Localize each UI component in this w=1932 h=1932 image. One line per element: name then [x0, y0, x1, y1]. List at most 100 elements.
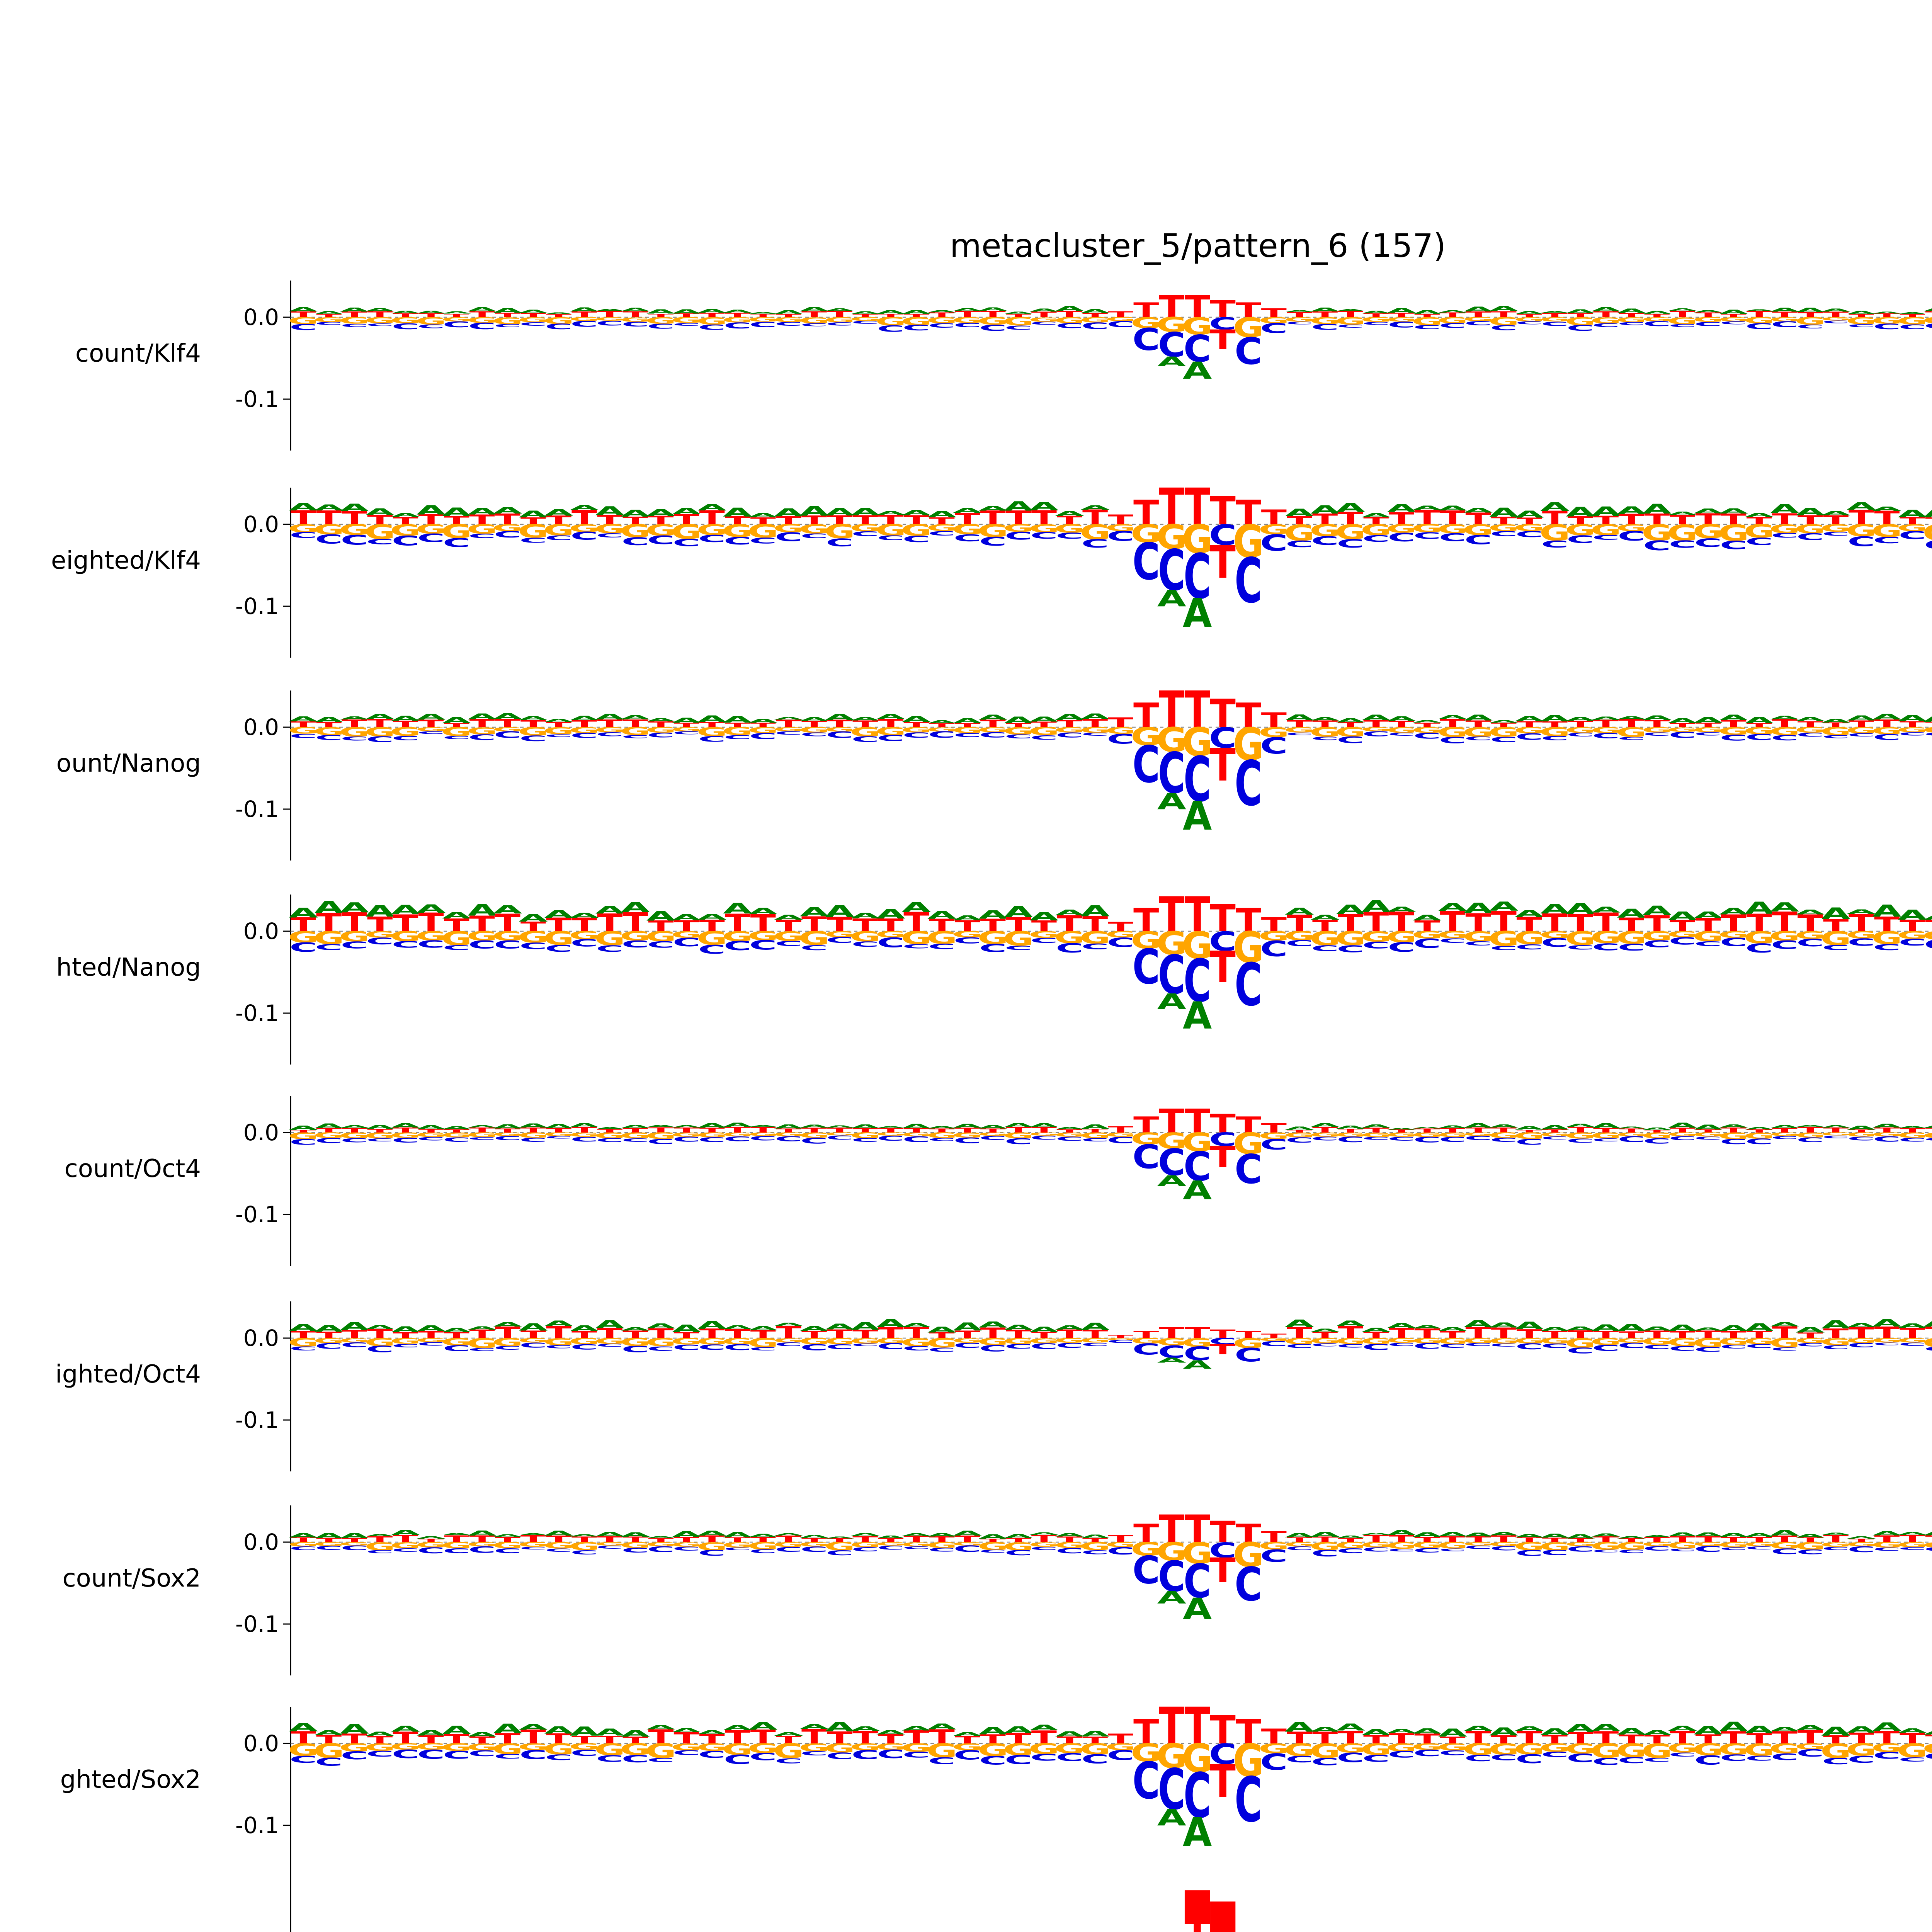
logo-letter-G: G: [850, 522, 881, 534]
logo-letter-A: A: [1055, 908, 1084, 917]
logo-letter-A: A: [799, 716, 829, 723]
logo-letter-C: C: [1133, 736, 1160, 794]
logo-letter-A: A: [570, 912, 599, 919]
logo-letter-C: C: [673, 1136, 700, 1143]
logo-letter-C: C: [1847, 1754, 1875, 1765]
logo-letter-C: C: [1899, 731, 1926, 736]
logo-letter-C: C: [1260, 733, 1287, 759]
logo-letter-C: C: [519, 1748, 547, 1762]
logo-letter-G: G: [1310, 521, 1340, 540]
logo-letter-T: T: [444, 722, 469, 729]
logo-letter-T: T: [750, 721, 776, 729]
logo-letter-A: A: [417, 1124, 446, 1130]
panel-label: count/Sox2: [62, 1564, 201, 1593]
logo-letter-C: C: [289, 940, 317, 955]
logo-letter-A: A: [570, 306, 599, 313]
logo-letter-G: G: [416, 726, 447, 732]
logo-letter-A: A: [1336, 1722, 1365, 1733]
logo-letter-T: T: [648, 514, 673, 527]
logo-letter-A: A: [391, 714, 420, 722]
logo-letter-C: C: [1413, 731, 1441, 740]
logo-letter-A: A: [1745, 1127, 1774, 1130]
logo-letter-A: A: [1617, 906, 1646, 921]
logo-letter-A: A: [1081, 1729, 1110, 1738]
logo-letter-C: C: [1694, 1753, 1722, 1767]
logo-letter-T: T: [801, 310, 827, 319]
logo-letter-A: A: [1872, 1317, 1901, 1329]
logo-letter-A: A: [493, 1721, 522, 1736]
logo-letter-C: C: [545, 534, 572, 542]
logo-letter-T: T: [1389, 312, 1415, 319]
logo-letter-A: A: [621, 307, 650, 312]
logo-letter-C: C: [468, 1545, 496, 1555]
logo-letter-A: A: [876, 1535, 906, 1539]
logo-letter-A: A: [1694, 1327, 1723, 1332]
logo-letter-C: C: [647, 322, 675, 330]
logo-letter-G: G: [645, 315, 676, 326]
logo-letter-A: A: [1464, 1122, 1493, 1129]
logo-letter-T: T: [418, 512, 444, 528]
logo-letter-T: T: [776, 313, 801, 318]
logo-letter-G: G: [620, 521, 651, 542]
logo-letter-C: C: [1464, 940, 1492, 947]
logo-letter-A: A: [1515, 715, 1544, 723]
logo-letter-A: A: [468, 1125, 497, 1128]
logo-letter-A: A: [1745, 1724, 1774, 1736]
logo-letter-A: A: [1438, 1326, 1468, 1332]
logo-letter-C: C: [1796, 937, 1824, 949]
logo-letter-A: A: [1668, 1323, 1697, 1333]
logo-letter-A: A: [1694, 910, 1723, 920]
logo-letter-C: C: [1005, 1137, 1032, 1146]
logo-letter-A: A: [1540, 500, 1570, 514]
logo-letter-C: C: [826, 1751, 854, 1761]
logo-letter-C: C: [903, 1345, 930, 1352]
logo-letter-A: A: [289, 501, 318, 513]
logo-letter-G: G: [1718, 520, 1749, 546]
y-tick-label: 0.0: [243, 918, 279, 944]
logo-letter-A: A: [1898, 311, 1927, 315]
logo-letter-G: G: [645, 726, 676, 735]
logo-letter-A: A: [519, 1532, 548, 1536]
logo-letter-G: G: [339, 522, 370, 538]
logo-letter-C: C: [1235, 545, 1262, 617]
logo-letter-C: C: [1260, 1546, 1287, 1566]
logo-letter-C: C: [443, 944, 470, 952]
logo-letter-A: A: [953, 914, 982, 922]
logo-letter-C: C: [417, 731, 445, 735]
logo-letter-C: C: [1694, 731, 1722, 736]
logo-letter-A: A: [1157, 585, 1186, 611]
logo-letter-A: A: [799, 1325, 828, 1333]
logo-letter-G: G: [1080, 520, 1111, 544]
logo-letter-C: C: [1260, 1340, 1287, 1347]
logo-letter-A: A: [697, 1122, 726, 1129]
logo-letter-A: A: [1413, 913, 1442, 922]
logo-letter-A: A: [493, 903, 522, 916]
logo-letter-C: C: [1184, 541, 1211, 613]
logo-letter-G: G: [594, 316, 625, 322]
logo-letter-C: C: [1464, 1342, 1492, 1347]
logo-letter-A: A: [1592, 504, 1621, 519]
logo-letter-A: A: [1157, 989, 1186, 1014]
logo-letter-T: T: [1644, 313, 1670, 318]
logo-letter-C: C: [341, 736, 368, 742]
logo-letter-C: C: [1388, 1749, 1415, 1760]
logo-letter-A: A: [1821, 510, 1850, 517]
logo-letter-C: C: [1311, 1343, 1338, 1347]
logo-letter-A: A: [1336, 902, 1365, 917]
logo-letter-A: A: [595, 1726, 624, 1738]
logo-letter-C: C: [1745, 941, 1773, 956]
logo-letter-C: C: [1439, 1136, 1466, 1143]
logo-letter-C: C: [954, 1342, 981, 1350]
logo-letter-T: T: [1619, 312, 1645, 319]
logo-letter-C: C: [1286, 539, 1313, 549]
logo-letter-A: A: [1183, 591, 1212, 636]
logo-letter-G: G: [646, 521, 677, 539]
logo-letter-G: G: [1565, 315, 1596, 328]
logo-letter-C: C: [1490, 324, 1517, 332]
logo-letter-A: A: [544, 1725, 573, 1736]
logo-letter-C: C: [1669, 323, 1696, 328]
logo-letter-G: G: [1156, 517, 1187, 557]
logo-letter-C: C: [1592, 1549, 1620, 1553]
logo-letter-A: A: [1387, 502, 1417, 515]
logo-letter-T: T: [597, 310, 622, 320]
